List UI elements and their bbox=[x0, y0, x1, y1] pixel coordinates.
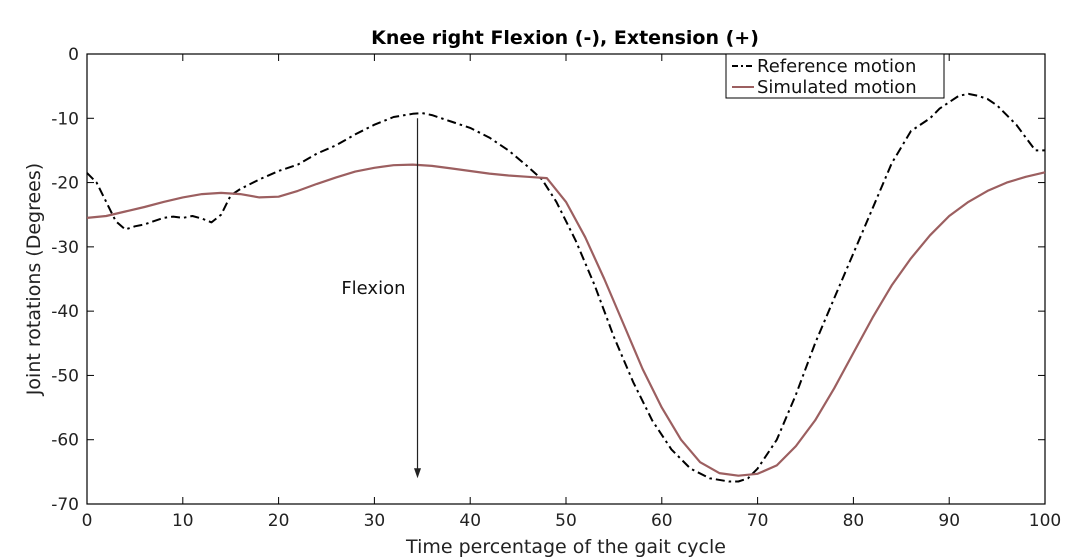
legend: Reference motion Simulated motion bbox=[725, 53, 945, 99]
annotation-arrowhead bbox=[414, 468, 422, 479]
x-tick-label: 20 bbox=[268, 511, 290, 531]
series-line-simulated bbox=[86, 163, 1046, 477]
y-tick-label: -40 bbox=[51, 302, 79, 322]
y-tick-label: -20 bbox=[51, 174, 79, 194]
axis-tick-labels: 0 10 20 30 40 50 60 70 80 90 100 0 -10 -20 -30 -40 -50 -6… bbox=[51, 45, 1061, 531]
x-axis-label: Time percentage of the gait cycle bbox=[405, 536, 726, 557]
x-tick-label: 30 bbox=[364, 511, 386, 531]
y-tick-label: -30 bbox=[51, 238, 79, 258]
x-tick-label: 90 bbox=[938, 511, 960, 531]
x-tick-label: 70 bbox=[747, 511, 769, 531]
x-tick-label: 80 bbox=[843, 511, 865, 531]
series-line-reference bbox=[86, 92, 1045, 483]
x-tick-label: 40 bbox=[459, 511, 481, 531]
x-tick-label: 50 bbox=[555, 511, 577, 531]
y-tick-label: -60 bbox=[51, 431, 79, 451]
y-tick-label: -70 bbox=[51, 495, 79, 515]
y-tick-label: -10 bbox=[51, 109, 79, 129]
series-layer bbox=[86, 92, 1046, 483]
chart-title: Knee right Flexion (-), Extension (+) bbox=[371, 27, 759, 49]
axis-ticks bbox=[86, 53, 1046, 505]
legend-label-simulated: Simulated motion bbox=[757, 77, 917, 98]
y-tick-label: -50 bbox=[51, 366, 79, 386]
legend-box bbox=[725, 53, 945, 99]
annotation-label: Flexion bbox=[341, 278, 405, 299]
y-axis-label: Joint rotations (Degrees) bbox=[23, 163, 45, 396]
y-tick-label: 0 bbox=[68, 45, 79, 65]
x-tick-label: 100 bbox=[1029, 511, 1061, 531]
x-tick-label: 10 bbox=[172, 511, 194, 531]
flexion-annotation: Flexion bbox=[341, 118, 422, 479]
x-tick-label: 0 bbox=[82, 511, 93, 531]
x-tick-label: 60 bbox=[651, 511, 673, 531]
legend-label-reference: Reference motion bbox=[757, 56, 916, 77]
